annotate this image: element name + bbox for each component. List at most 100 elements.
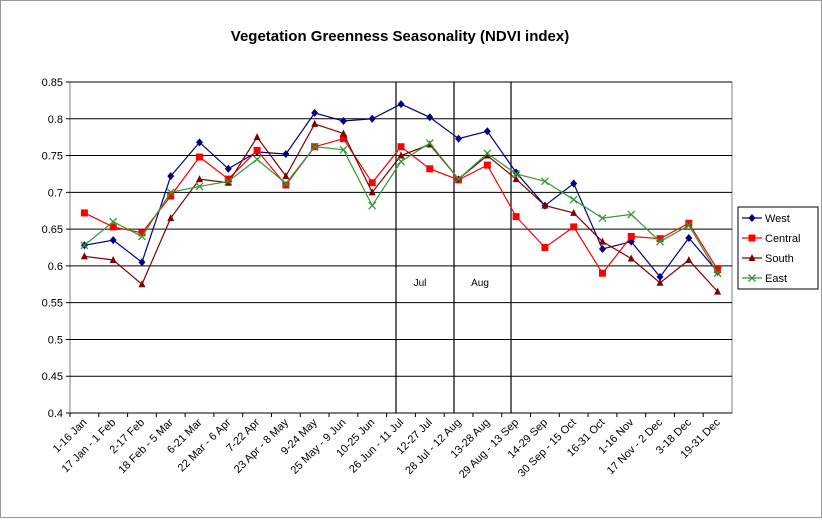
marker xyxy=(196,175,204,183)
legend-label: East xyxy=(765,273,787,285)
marker xyxy=(339,116,347,125)
marker xyxy=(540,177,549,186)
y-tick-label: 0.65 xyxy=(42,224,63,236)
marker xyxy=(166,188,175,197)
marker xyxy=(137,232,146,241)
marker xyxy=(748,234,756,242)
marker xyxy=(748,254,756,261)
marker xyxy=(656,272,664,281)
marker xyxy=(80,209,88,217)
marker xyxy=(748,274,756,282)
marker xyxy=(195,182,204,191)
marker xyxy=(196,153,204,161)
marker xyxy=(627,232,635,240)
marker xyxy=(483,149,492,158)
marker xyxy=(483,127,491,136)
marker xyxy=(138,280,146,288)
annotation: Jul xyxy=(414,278,427,289)
chart-title: Vegetation Greenness Seasonality (NDVI i… xyxy=(231,28,569,45)
marker xyxy=(397,151,405,159)
marker xyxy=(425,139,434,148)
y-tick-label: 0.75 xyxy=(42,151,63,163)
marker xyxy=(224,177,233,186)
marker xyxy=(311,119,319,127)
marker xyxy=(109,236,117,245)
marker xyxy=(685,256,693,264)
marker xyxy=(109,217,118,226)
marker xyxy=(109,256,117,264)
marker xyxy=(454,175,463,184)
marker xyxy=(253,155,262,164)
marker xyxy=(196,138,204,147)
marker xyxy=(598,244,606,253)
marker xyxy=(713,269,722,278)
marker xyxy=(685,219,693,227)
y-tick-label: 0.55 xyxy=(42,298,63,310)
marker xyxy=(656,237,665,246)
marker xyxy=(167,192,175,200)
marker xyxy=(310,142,319,151)
marker xyxy=(339,129,347,137)
marker xyxy=(339,145,348,154)
marker xyxy=(224,164,232,173)
marker xyxy=(397,143,405,151)
marker xyxy=(109,223,117,231)
marker xyxy=(483,151,491,159)
legend-label: Central xyxy=(765,233,800,245)
annotation: Aug xyxy=(471,278,489,289)
marker xyxy=(426,165,434,173)
marker xyxy=(656,235,664,243)
marker xyxy=(512,175,520,183)
marker xyxy=(282,150,290,159)
marker xyxy=(80,241,89,250)
marker xyxy=(714,266,722,274)
marker xyxy=(570,223,578,231)
marker xyxy=(224,178,232,186)
marker xyxy=(167,172,175,181)
marker xyxy=(598,214,607,223)
y-tick-label: 0.45 xyxy=(42,371,63,383)
marker xyxy=(368,114,376,123)
marker xyxy=(684,221,693,230)
marker xyxy=(167,214,175,222)
marker xyxy=(311,108,319,117)
marker xyxy=(627,210,636,219)
marker xyxy=(570,179,578,188)
y-tick-label: 0.6 xyxy=(48,261,63,273)
marker xyxy=(569,195,578,204)
marker xyxy=(627,254,635,262)
marker xyxy=(368,188,376,196)
marker xyxy=(282,172,290,180)
marker xyxy=(656,278,664,286)
marker xyxy=(397,157,405,166)
y-tick-label: 0.4 xyxy=(48,408,63,420)
marker xyxy=(138,258,146,267)
y-tick-label: 0.7 xyxy=(48,187,63,199)
marker xyxy=(339,135,347,143)
marker xyxy=(368,201,377,210)
marker xyxy=(685,233,693,242)
marker xyxy=(281,179,290,188)
marker xyxy=(253,133,261,141)
marker xyxy=(368,179,376,187)
legend-label: South xyxy=(765,253,794,265)
marker xyxy=(455,134,463,143)
marker xyxy=(570,208,578,216)
marker xyxy=(598,237,606,245)
marker xyxy=(80,252,88,260)
marker xyxy=(541,201,549,209)
marker xyxy=(512,169,521,178)
legend-label: West xyxy=(765,213,790,225)
marker xyxy=(541,244,549,251)
marker xyxy=(282,181,290,189)
marker xyxy=(714,287,722,295)
marker xyxy=(748,214,756,222)
y-tick-label: 0.5 xyxy=(48,334,63,346)
y-tick-label: 0.85 xyxy=(42,77,63,89)
marker xyxy=(483,161,491,169)
marker xyxy=(397,100,405,109)
marker xyxy=(138,229,146,237)
y-tick-label: 0.8 xyxy=(48,114,63,126)
marker xyxy=(512,213,520,221)
